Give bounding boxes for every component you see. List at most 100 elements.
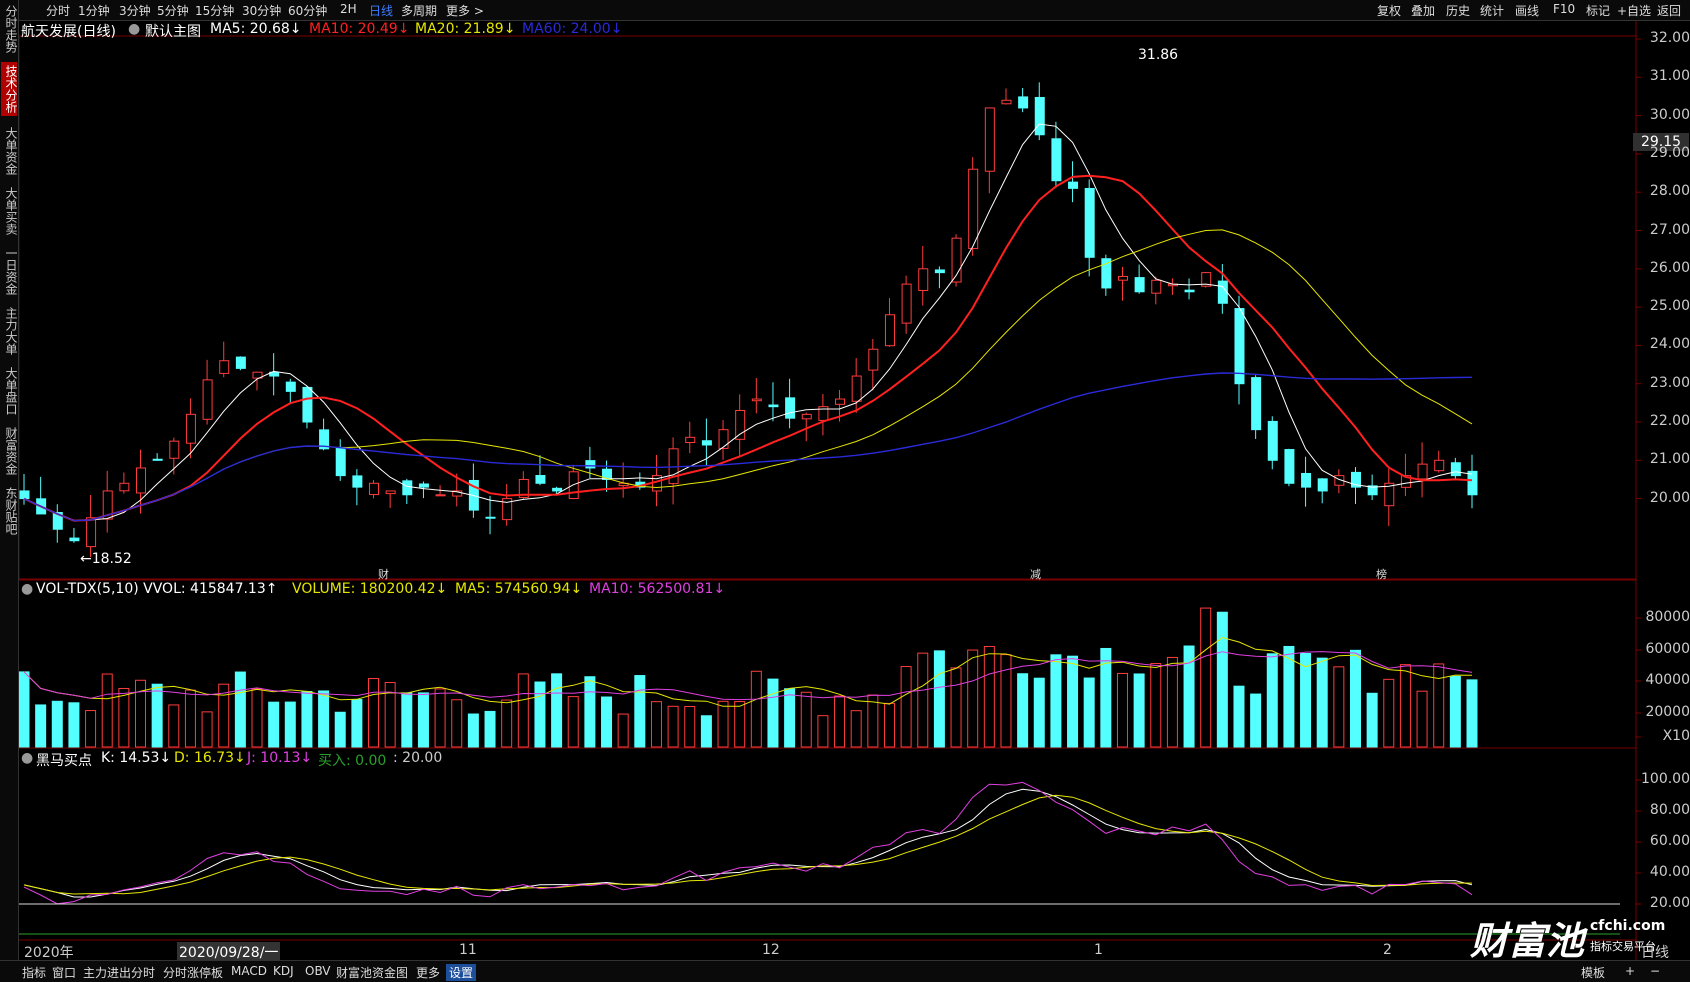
volume-toggle-icon[interactable]: ●: [21, 581, 34, 597]
back-button[interactable]: 返回: [1657, 4, 1682, 18]
volume-bar: [883, 702, 895, 748]
tab-60min[interactable]: 60分钟: [288, 4, 328, 18]
tab-15min[interactable]: 15分钟: [195, 4, 235, 18]
price-tick: 31.00: [1649, 68, 1690, 85]
template-button[interactable]: 模板: [1581, 966, 1606, 980]
sidebar-item-big-orderbook[interactable]: 大单盘口: [4, 367, 18, 415]
volume-bar: [1183, 645, 1195, 748]
price-tick: 27.00: [1649, 221, 1690, 238]
sidebar-item-big-trades[interactable]: 大单买卖: [4, 187, 18, 235]
volume-bar: [1416, 690, 1428, 748]
volume-bar: [284, 701, 296, 748]
tab-kdj[interactable]: KDJ: [273, 964, 294, 978]
event-marker-list[interactable]: 榜: [1376, 568, 1387, 581]
tab-main-flow[interactable]: 主力进出分时: [83, 966, 156, 980]
tab-macd[interactable]: MACD: [231, 964, 267, 978]
tab-more[interactable]: 更多: [416, 966, 441, 980]
kdj-tick: 20.00: [1649, 895, 1690, 911]
x-label-jan: 1: [1094, 942, 1103, 958]
volume-bar: [1067, 655, 1079, 748]
volume-bar: [1266, 653, 1278, 748]
tab-more[interactable]: 更多 >: [446, 4, 484, 18]
f10-button[interactable]: F10: [1553, 2, 1576, 16]
tab-1min[interactable]: 1分钟: [78, 4, 110, 18]
tab-settings[interactable]: 设置: [446, 964, 477, 981]
candle-body: [918, 268, 929, 291]
volume-bar: [634, 675, 646, 748]
price-tick: 32.00: [1649, 30, 1690, 46]
candle-body: [485, 516, 496, 519]
volume-bar: [434, 688, 446, 748]
volume-bar: [917, 652, 929, 748]
event-marker-reduce[interactable]: 减: [1030, 568, 1041, 581]
remove-pane-button[interactable]: −: [1650, 964, 1661, 978]
volume-bar: [1100, 647, 1112, 748]
tab-3min[interactable]: 3分钟: [119, 4, 151, 18]
volume-bar: [234, 671, 246, 748]
tab-limit-up[interactable]: 分时涨停板: [163, 966, 224, 980]
candle-body: [1234, 308, 1245, 385]
tab-wealth-chart[interactable]: 财富池资金图: [336, 966, 409, 980]
volume-bar: [18, 671, 30, 748]
volume-bar: [351, 698, 363, 748]
tab-2h[interactable]: 2H: [340, 2, 357, 16]
candle-body: [884, 314, 895, 347]
sidebar-item-big-funds[interactable]: 大单资金: [4, 127, 18, 175]
add-watchlist-button[interactable]: +自选: [1617, 4, 1652, 18]
chart-toggle-icon[interactable]: ●: [128, 21, 141, 37]
history-button[interactable]: 历史: [1446, 4, 1471, 18]
overlay-button[interactable]: 叠加: [1411, 4, 1436, 18]
ma60-line: [23, 372, 1473, 522]
indicator-toggle-icon[interactable]: ●: [21, 750, 34, 766]
sidebar-item-daily-funds[interactable]: 一日资金: [4, 247, 18, 295]
candle-body: [52, 512, 63, 530]
candle-body: [369, 482, 380, 496]
event-marker-finance[interactable]: 财: [378, 568, 389, 581]
x-label-nov: 11: [459, 942, 477, 958]
volume-bar: [1349, 649, 1361, 748]
candle-body: [1350, 471, 1361, 488]
tab-fenshi[interactable]: 分时: [46, 4, 71, 18]
candle-body: [1068, 181, 1079, 189]
high-price-label: 31.86: [1138, 47, 1179, 63]
candle-body: [835, 398, 846, 405]
candle-body: [1467, 470, 1478, 496]
draw-line-button[interactable]: 画线: [1515, 4, 1540, 18]
tab-indicator[interactable]: 指标: [22, 966, 47, 980]
tab-obv[interactable]: OBV: [305, 964, 331, 978]
bottom-toolbar: 指标 窗口 主力进出分时 分时涨停板 MACD KDJ OBV 财富池资金图 更…: [0, 960, 1690, 982]
volume-bar: [184, 689, 196, 748]
tab-5min[interactable]: 5分钟: [157, 4, 189, 18]
volume-bar: [750, 670, 762, 748]
volume-bar: [983, 645, 995, 748]
add-pane-button[interactable]: +: [1625, 964, 1636, 978]
sidebar-item-technical[interactable]: 技术分析: [1, 62, 18, 116]
volume-readout: VOLUME: 180200.42↓: [292, 581, 448, 597]
chart-name[interactable]: 默认主图: [145, 24, 201, 40]
volume-bar: [101, 673, 113, 748]
volume-bar: [201, 711, 213, 748]
volume-bar: [601, 696, 613, 748]
sidebar-item-main-big[interactable]: 主力大单: [4, 307, 18, 355]
candle-body: [269, 371, 280, 377]
candle-body: [69, 537, 80, 542]
volume-bar: [1017, 673, 1029, 748]
volume-bar: [1166, 656, 1178, 748]
volume-bar: [784, 688, 796, 748]
tab-multi-period[interactable]: 多周期: [401, 4, 438, 18]
x-label-year: 2020年: [24, 945, 74, 961]
indicator-title: 黑马买点: [36, 753, 92, 769]
sidebar-item-wealth-funds[interactable]: 财富资金: [4, 427, 18, 475]
sidebar-item-timeshare[interactable]: 分时走势: [4, 5, 18, 53]
sidebar-item-forum[interactable]: 东财贴吧: [4, 487, 18, 535]
tab-30min[interactable]: 30分钟: [242, 4, 282, 18]
volume-bar: [1050, 654, 1062, 748]
tab-daily[interactable]: 日线: [369, 4, 394, 18]
stats-button[interactable]: 统计: [1480, 4, 1505, 18]
volume-bar: [118, 687, 130, 748]
tab-window[interactable]: 窗口: [52, 966, 77, 980]
mark-button[interactable]: 标记: [1586, 4, 1611, 18]
candle-body: [202, 379, 213, 420]
fuquan-button[interactable]: 复权: [1377, 4, 1402, 18]
